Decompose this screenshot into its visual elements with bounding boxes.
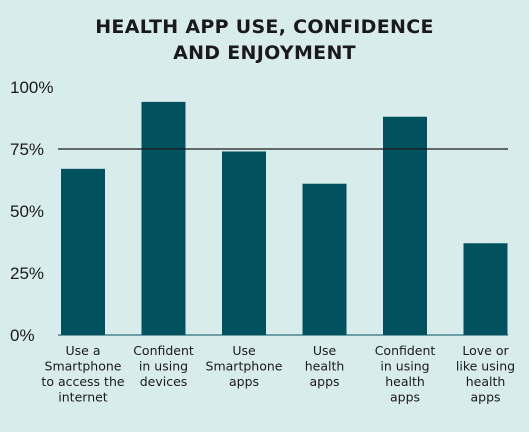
bar [141,101,186,335]
y-tick-label: 0% [10,326,35,345]
y-tick-label: 25% [10,264,44,283]
bar [383,116,427,335]
y-tick-label: 100% [10,78,53,97]
bar [61,168,105,335]
x-category-label: Use health apps [305,343,345,389]
y-tick-label: 50% [10,202,44,221]
x-category-label: Use Smartphone apps [206,343,283,389]
y-tick-label: 75% [10,140,44,159]
x-category-label: Use a Smartphone to access the internet [41,343,124,405]
bar [463,243,508,335]
bar [302,183,347,335]
x-category-label: Confident in using devices [133,343,194,389]
x-category-label: Confident in using health apps [375,343,436,405]
bar [222,151,266,335]
chart-title-line-1: HEALTH APP USE, CONFIDENCE [95,16,434,38]
x-category-label: Love or like using health apps [456,343,515,405]
chart-title-line-2: AND ENJOYMENT [173,42,356,64]
